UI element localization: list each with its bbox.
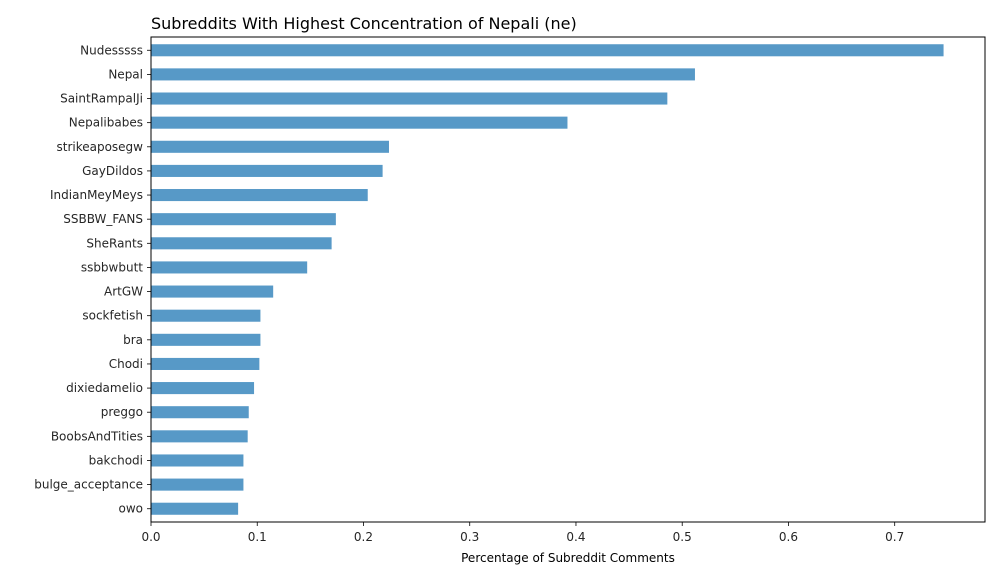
bar-ssbbwbutt xyxy=(151,261,308,274)
y-tick-label: Nudesssss xyxy=(80,43,143,57)
bar-owo xyxy=(151,502,239,515)
x-tick-label: 0.5 xyxy=(673,530,692,544)
x-tick-label: 0.7 xyxy=(885,530,904,544)
x-tick-label: 0.6 xyxy=(779,530,798,544)
bar-BoobsAndTities xyxy=(151,430,248,443)
bar-bakchodi xyxy=(151,454,244,467)
y-tick-label: SheRants xyxy=(86,236,143,250)
x-tick-label: 0.3 xyxy=(460,530,479,544)
bar-SSBBW_FANS xyxy=(151,213,336,226)
y-tick-label: SSBBW_FANS xyxy=(63,212,143,226)
x-axis-ticks: 0.0 0.1 0.2 0.3 0.4 0.5 0.6 0.7 xyxy=(141,522,904,544)
bar-bra xyxy=(151,333,261,346)
bar-SaintRampalJi xyxy=(151,92,668,105)
bars xyxy=(151,44,944,515)
x-tick-label: 0.1 xyxy=(248,530,267,544)
bar-Nudesssss xyxy=(151,44,944,57)
chart-title: Subreddits With Highest Concentration of… xyxy=(151,14,577,33)
bar-preggo xyxy=(151,406,249,419)
y-tick-label: SaintRampalJi xyxy=(60,92,143,106)
bar-GayDildos xyxy=(151,164,383,177)
bar-Nepal xyxy=(151,68,695,81)
bar-bulge_acceptance xyxy=(151,478,244,491)
y-tick-label: ArtGW xyxy=(104,285,143,299)
y-tick-label: owo xyxy=(119,502,144,516)
bar-Chodi xyxy=(151,357,260,370)
bar-SheRants xyxy=(151,237,332,250)
bar-strikeaposegw xyxy=(151,140,389,153)
y-tick-label: BoobsAndTities xyxy=(51,429,143,443)
y-tick-label: GayDildos xyxy=(82,164,143,178)
y-tick-label: Chodi xyxy=(109,357,143,371)
y-tick-label: bakchodi xyxy=(89,453,143,467)
y-tick-label: sockfetish xyxy=(82,309,143,323)
y-tick-label: IndianMeyMeys xyxy=(50,188,143,202)
x-tick-label: 0.0 xyxy=(141,530,160,544)
y-tick-label: strikeaposegw xyxy=(56,140,143,154)
bar-sockfetish xyxy=(151,309,261,322)
y-tick-label: bulge_acceptance xyxy=(34,478,143,492)
y-tick-label: preggo xyxy=(101,405,143,419)
bar-dixiedamelio xyxy=(151,382,255,395)
x-tick-label: 0.2 xyxy=(354,530,373,544)
y-tick-label: Nepal xyxy=(108,67,143,81)
y-tick-label: ssbbwbutt xyxy=(81,260,143,274)
y-axis-ticks: Nudesssss Nepal SaintRampalJi Nepalibabes st… xyxy=(34,43,151,516)
x-axis-label: Percentage of Subreddit Comments xyxy=(461,551,675,565)
y-tick-label: Nepalibabes xyxy=(69,116,143,130)
y-tick-label: bra xyxy=(123,333,143,347)
plot-frame xyxy=(150,36,986,523)
bar-IndianMeyMeys xyxy=(151,189,368,202)
bar-ArtGW xyxy=(151,285,274,298)
bar-Nepalibabes xyxy=(151,116,568,129)
y-tick-label: dixiedamelio xyxy=(66,381,143,395)
x-tick-label: 0.4 xyxy=(566,530,585,544)
